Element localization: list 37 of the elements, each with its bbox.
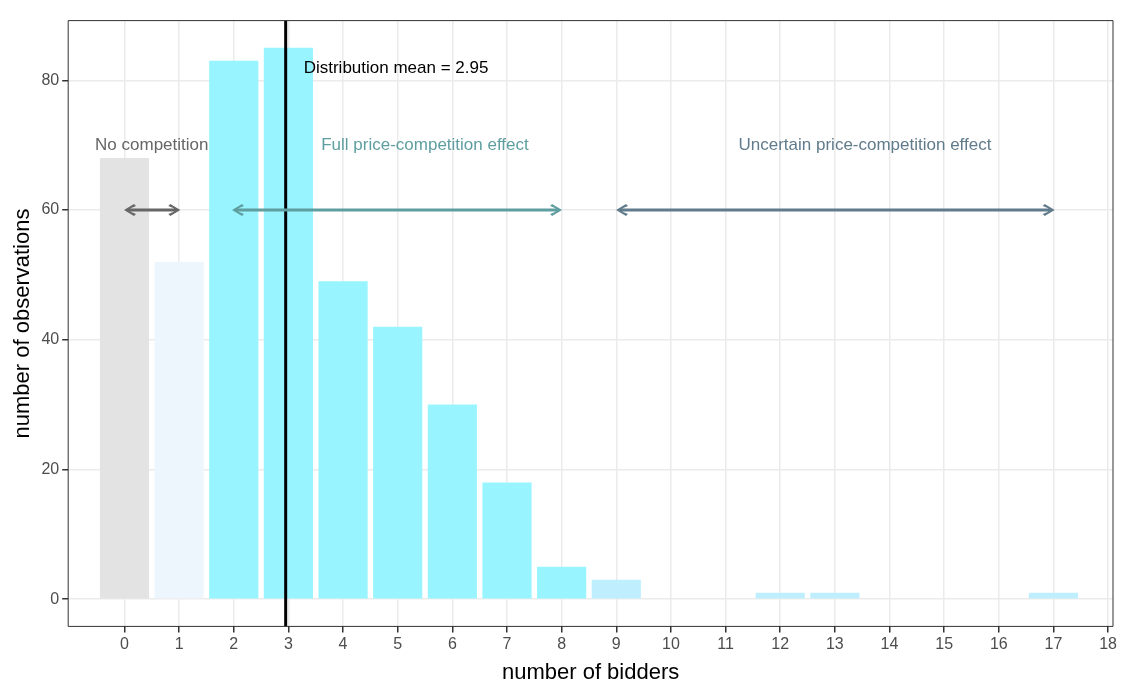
x-tick-label: 1 [174, 635, 184, 653]
x-tick-label: 9 [611, 635, 621, 653]
y-tick-label: 80 [41, 70, 60, 88]
x-tick-label: 15 [935, 635, 954, 653]
y-axis-title: number of observations [9, 208, 35, 439]
x-tick-label: 4 [338, 635, 348, 653]
bar [591, 579, 641, 599]
x-tick-label: 2 [229, 635, 239, 653]
bar [318, 281, 368, 599]
y-tick-label: 0 [50, 589, 60, 607]
x-tick-label: 11 [717, 635, 734, 653]
x-tick-label: 8 [557, 635, 567, 653]
x-tick-label: 17 [1044, 635, 1063, 653]
x-tick-label: 13 [825, 635, 844, 653]
x-tick-label: 10 [662, 635, 680, 653]
x-axis-title: number of bidders [501, 658, 680, 684]
bar [373, 326, 423, 599]
x-tick-label: 16 [989, 635, 1008, 653]
x-tick-label: 18 [1099, 635, 1118, 653]
annotation: Uncertain price-competition effect [738, 134, 992, 154]
ref-line-label: Distribution mean = 2.95 [303, 58, 489, 78]
y-tick-label: 20 [41, 459, 60, 477]
x-tick-label: 14 [880, 635, 899, 653]
x-tick-label: 12 [771, 635, 790, 653]
y-tick-label: 40 [41, 330, 60, 348]
x-tick-label: 7 [502, 635, 512, 653]
x-tick-label: 6 [447, 635, 457, 653]
y-tick-label: 60 [41, 200, 60, 218]
x-tick-label: 5 [393, 635, 403, 653]
bar [427, 404, 477, 599]
annotation: No competition [95, 134, 209, 154]
x-tick-label: 0 [120, 635, 130, 653]
x-tick-label: 3 [283, 635, 293, 653]
annotation: Full price-competition effect [321, 134, 530, 154]
bar [537, 566, 587, 599]
bar [482, 482, 532, 599]
bar [209, 60, 259, 599]
